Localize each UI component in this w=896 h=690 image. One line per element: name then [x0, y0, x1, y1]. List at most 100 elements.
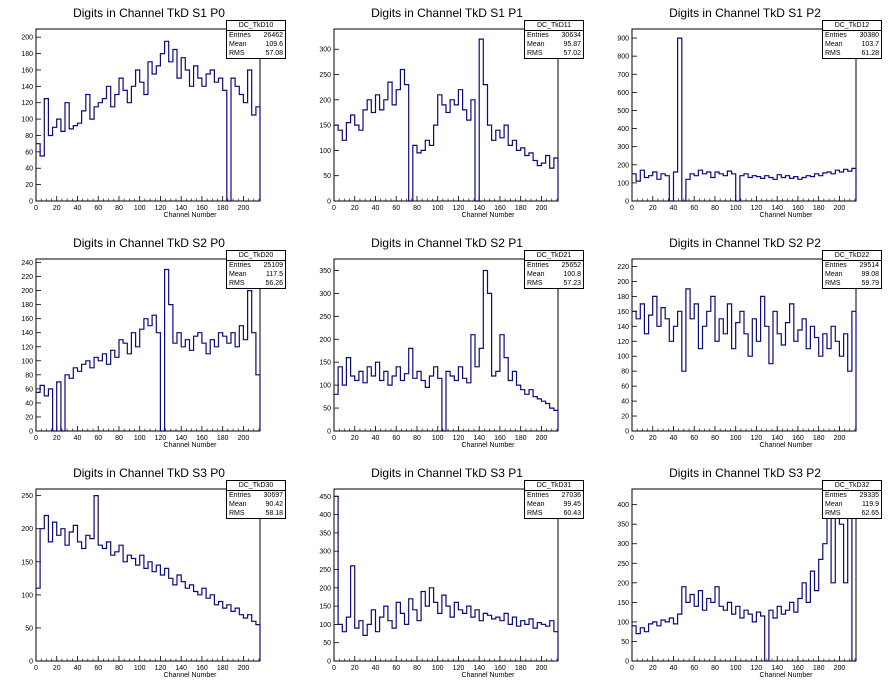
stats-rms-label: RMS — [229, 510, 245, 517]
x-tick-label: 120 — [453, 435, 465, 442]
histogram-panel: Digits in Channel TkD S2 P0 0 20 40 60 80 100 1… — [0, 230, 298, 460]
x-tick-label: 80 — [115, 665, 123, 672]
stats-box: DC_TkD20 Entries 25109 Mean 117.5 RMS 56.26 — [226, 250, 286, 289]
x-tick-label: 0 — [34, 665, 38, 672]
y-tick-label: 120 — [21, 100, 33, 107]
x-tick-label: 100 — [134, 665, 146, 672]
plot-frame — [35, 258, 261, 432]
x-tick-label: 180 — [813, 435, 825, 442]
y-tick-label: 140 — [21, 330, 33, 337]
x-tick-label: 140 — [771, 435, 783, 442]
x-tick-label: 180 — [515, 665, 527, 672]
stats-entries-value: 30634 — [561, 32, 581, 39]
x-axis-label: Channel Number — [164, 672, 218, 679]
x-tick-label: 100 — [432, 205, 444, 212]
y-tick-label: 240 — [21, 260, 33, 267]
x-tick-label: 20 — [649, 205, 657, 212]
x-tick-label: 160 — [196, 665, 208, 672]
y-tick-label: 40 — [25, 400, 33, 407]
y-tick-label: 20 — [25, 414, 33, 421]
x-tick-label: 60 — [392, 435, 400, 442]
stats-entries-value: 29335 — [859, 492, 879, 499]
histogram-plot: 0 100 200 300 400 500 600 700 800 900 0 20 40 60 80 100… — [617, 28, 857, 219]
histogram-series — [632, 37, 857, 202]
y-tick-label: 0 — [327, 659, 331, 666]
y-tick-label: 0 — [29, 199, 33, 206]
histogram-series — [334, 495, 559, 661]
x-tick-label: 40 — [372, 435, 380, 442]
y-tick-label: 80 — [25, 372, 33, 379]
stats-box: DC_TkD32 Entries 29335 Mean 119.9 RMS 62.65 — [822, 480, 882, 519]
y-tick-label: 60 — [25, 149, 33, 156]
histogram-plot: 0 20 40 60 80 100 120 140 160 180 200 0 20 40 60 80 100 1… — [21, 28, 261, 219]
y-tick-label: 200 — [21, 288, 33, 295]
y-tick-label: 160 — [21, 316, 33, 323]
y-tick-label: 400 — [617, 126, 629, 133]
x-tick-label: 0 — [332, 665, 336, 672]
y-tick-label: 50 — [25, 625, 33, 632]
stats-mean-value: 99.08 — [861, 271, 879, 278]
y-tick-label: 250 — [319, 314, 331, 321]
y-tick-label: 400 — [617, 502, 629, 509]
y-tick-label: 0 — [327, 429, 331, 436]
y-tick-label: 600 — [617, 90, 629, 97]
y-tick-label: 300 — [319, 549, 331, 556]
stats-box: DC_TkD31 Entries 27036 Mean 99.45 RMS 60.43 — [524, 480, 584, 519]
stats-mean-value: 109.6 — [265, 41, 283, 48]
stats-box: DC_TkD12 Entries 30380 Mean 103.7 RMS 61.28 — [822, 20, 882, 59]
y-tick-label: 100 — [21, 117, 33, 124]
histogram-plot: 0 50 100 150 200 250 300 0 20 40 60 80 100 120 140 160 1… — [319, 28, 559, 219]
y-tick-label: 0 — [327, 199, 331, 206]
stats-mean-value: 95.87 — [563, 41, 581, 48]
x-tick-label: 180 — [515, 435, 527, 442]
stats-mean-label: Mean — [825, 501, 843, 508]
x-tick-label: 140 — [473, 665, 485, 672]
x-tick-label: 100 — [432, 435, 444, 442]
y-tick-label: 150 — [319, 360, 331, 367]
y-tick-label: 900 — [617, 36, 629, 43]
stats-rms-value: 60.43 — [563, 510, 581, 517]
x-tick-label: 40 — [74, 435, 82, 442]
y-tick-label: 450 — [319, 494, 331, 501]
y-tick-label: 50 — [323, 640, 331, 647]
stats-mean-label: Mean — [825, 271, 843, 278]
stats-entries-label: Entries — [229, 32, 251, 39]
y-tick-label: 100 — [21, 592, 33, 599]
stats-entries-value: 29514 — [859, 262, 879, 269]
x-tick-label: 20 — [53, 435, 61, 442]
stats-name: DC_TkD12 — [823, 21, 881, 31]
x-tick-label: 120 — [751, 665, 763, 672]
x-tick-label: 200 — [834, 665, 846, 672]
x-tick-label: 40 — [670, 435, 678, 442]
y-tick-label: 50 — [621, 639, 629, 646]
y-tick-label: 300 — [319, 291, 331, 298]
x-tick-label: 60 — [94, 665, 102, 672]
x-tick-label: 180 — [813, 205, 825, 212]
x-tick-label: 140 — [771, 205, 783, 212]
y-tick-label: 250 — [319, 567, 331, 574]
y-tick-label: 300 — [617, 541, 629, 548]
plot-frame — [631, 28, 857, 202]
x-tick-label: 80 — [711, 205, 719, 212]
y-tick-label: 700 — [617, 72, 629, 79]
x-tick-label: 100 — [730, 435, 742, 442]
x-tick-label: 140 — [771, 665, 783, 672]
y-tick-label: 120 — [617, 339, 629, 346]
y-tick-label: 100 — [21, 358, 33, 365]
stats-rms-label: RMS — [229, 280, 245, 287]
stats-entries-label: Entries — [527, 492, 549, 499]
y-tick-label: 0 — [29, 429, 33, 436]
plot-title: Digits in Channel TkD S2 P2 — [669, 236, 821, 250]
x-tick-label: 60 — [94, 435, 102, 442]
stats-mean-label: Mean — [229, 271, 247, 278]
stats-rms-value: 57.02 — [563, 50, 581, 57]
stats-mean-label: Mean — [527, 501, 545, 508]
histogram-plot: 0 20 40 60 80 100 120 140 160 180 200 220 0 20 40 60 80 1… — [617, 258, 857, 449]
x-tick-label: 160 — [494, 205, 506, 212]
plot-title: Digits in Channel TkD S1 P2 — [669, 6, 821, 20]
x-axis-label: Channel Number — [760, 672, 814, 679]
x-tick-label: 0 — [630, 205, 634, 212]
histogram-panel: Digits in Channel TkD S3 P0 0 50 100 150 200 2… — [0, 460, 298, 690]
y-tick-label: 0 — [625, 429, 629, 436]
x-tick-label: 180 — [813, 665, 825, 672]
